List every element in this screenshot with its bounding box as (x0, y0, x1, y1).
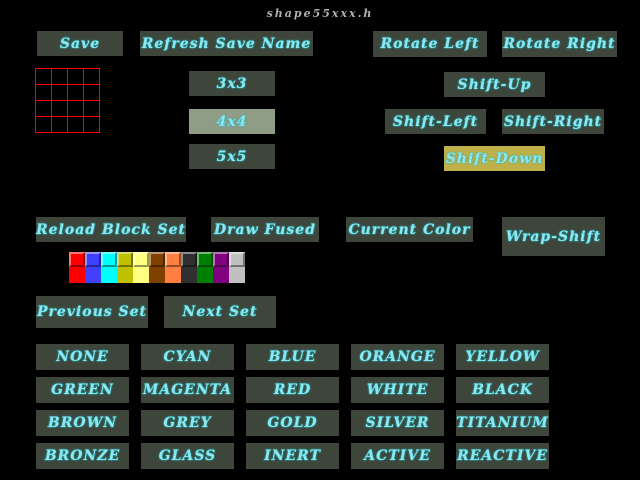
next-set-button[interactable]: Next Set (164, 296, 276, 328)
color-swatch[interactable] (181, 252, 197, 283)
grid-cell[interactable] (83, 84, 100, 101)
material-button-magenta[interactable]: MAGENTA (141, 377, 234, 403)
current-color-button[interactable]: Current Color (346, 217, 473, 242)
grid-cell[interactable] (35, 116, 52, 133)
color-swatch[interactable] (101, 252, 117, 283)
grid-cell[interactable] (83, 100, 100, 117)
swatch-bevel (213, 252, 229, 267)
grid-cell[interactable] (51, 116, 68, 133)
grid-cell[interactable] (67, 100, 84, 117)
reload-block-set-button[interactable]: Reload Block Set (36, 217, 186, 242)
color-swatch[interactable] (133, 252, 149, 283)
color-swatch[interactable] (213, 252, 229, 283)
color-swatch[interactable] (69, 252, 85, 283)
material-button-black[interactable]: BLACK (456, 377, 549, 403)
swatch-bevel (229, 252, 245, 267)
material-button-cyan[interactable]: CYAN (141, 344, 234, 370)
color-swatch[interactable] (149, 252, 165, 283)
grid-cell[interactable] (67, 68, 84, 85)
swatch-bevel (101, 252, 117, 267)
material-button-gold[interactable]: GOLD (246, 410, 339, 436)
color-swatch[interactable] (229, 252, 245, 283)
color-swatch[interactable] (85, 252, 101, 283)
swatch-bevel (85, 252, 101, 267)
rotate-right-button[interactable]: Rotate Right (502, 31, 617, 57)
grid-cell[interactable] (35, 100, 52, 117)
shape-grid[interactable] (35, 68, 100, 133)
grid-cell[interactable] (35, 68, 52, 85)
material-button-white[interactable]: WHITE (351, 377, 444, 403)
grid-cell[interactable] (83, 116, 100, 133)
shift-down-button[interactable]: Shift-Down (444, 146, 545, 171)
material-button-bronze[interactable]: BRONZE (36, 443, 129, 469)
previous-set-button[interactable]: Previous Set (36, 296, 148, 328)
material-button-orange[interactable]: ORANGE (351, 344, 444, 370)
swatch-bevel (117, 252, 133, 267)
swatch-bevel (197, 252, 213, 267)
swatch-bevel (133, 252, 149, 267)
rotate-left-button[interactable]: Rotate Left (373, 31, 487, 57)
material-button-titanium[interactable]: TITANIUM (456, 410, 549, 436)
size-3x3-button[interactable]: 3x3 (189, 71, 275, 96)
material-button-yellow[interactable]: YELLOW (456, 344, 549, 370)
material-button-silver[interactable]: SILVER (351, 410, 444, 436)
color-swatch[interactable] (165, 252, 181, 283)
grid-cell[interactable] (35, 84, 52, 101)
swatch-bevel (181, 252, 197, 267)
color-palette (69, 252, 245, 283)
material-button-glass[interactable]: GLASS (141, 443, 234, 469)
material-button-grey[interactable]: GREY (141, 410, 234, 436)
shift-up-button[interactable]: Shift-Up (444, 72, 545, 97)
material-button-reactive[interactable]: REACTIVE (456, 443, 549, 469)
grid-cell[interactable] (67, 84, 84, 101)
material-button-inert[interactable]: INERT (246, 443, 339, 469)
grid-cell[interactable] (51, 68, 68, 85)
swatch-bevel (165, 252, 181, 267)
size-5x5-button[interactable]: 5x5 (189, 144, 275, 169)
color-swatch[interactable] (117, 252, 133, 283)
material-button-blue[interactable]: BLUE (246, 344, 339, 370)
shift-right-button[interactable]: Shift-Right (502, 109, 604, 134)
grid-cell[interactable] (51, 84, 68, 101)
grid-cell[interactable] (51, 100, 68, 117)
material-button-active[interactable]: ACTIVE (351, 443, 444, 469)
swatch-bevel (69, 252, 85, 267)
grid-cell[interactable] (83, 68, 100, 85)
material-button-brown[interactable]: BROWN (36, 410, 129, 436)
swatch-bevel (149, 252, 165, 267)
save-button[interactable]: Save (37, 31, 123, 56)
material-button-none[interactable]: NONE (36, 344, 129, 370)
shift-left-button[interactable]: Shift-Left (385, 109, 486, 134)
refresh-save-name-button[interactable]: Refresh Save Name (140, 31, 313, 56)
wrap-shift-button[interactable]: Wrap-Shift (502, 217, 605, 256)
material-button-green[interactable]: GREEN (36, 377, 129, 403)
material-button-red[interactable]: RED (246, 377, 339, 403)
grid-cell[interactable] (67, 116, 84, 133)
draw-fused-button[interactable]: Draw Fused (211, 217, 319, 242)
window-title: shape55xxx.h (266, 7, 374, 20)
color-swatch[interactable] (197, 252, 213, 283)
size-4x4-button[interactable]: 4x4 (189, 109, 275, 134)
